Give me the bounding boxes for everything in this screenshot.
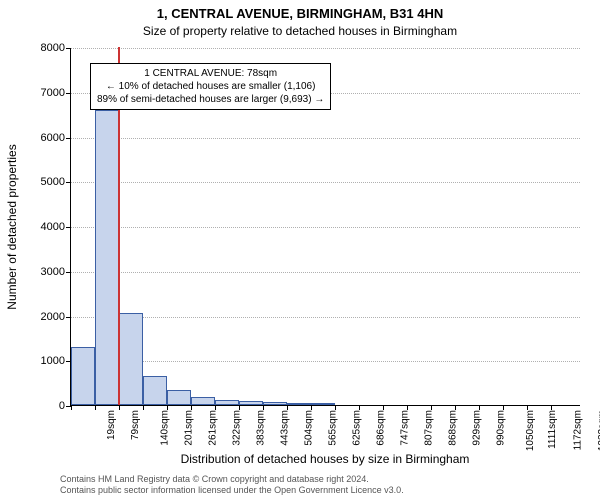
xtick-label: 868sqm bbox=[448, 410, 459, 446]
ytick-mark bbox=[66, 227, 71, 228]
annotation-line2: ← 10% of detached houses are smaller (1,… bbox=[97, 80, 324, 93]
xtick-label: 1172sqm bbox=[572, 410, 583, 450]
xtick-label: 322sqm bbox=[232, 410, 243, 446]
ytick-label: 0 bbox=[15, 400, 65, 412]
ytick-mark bbox=[66, 182, 71, 183]
ytick-mark bbox=[66, 48, 71, 49]
ytick-label: 3000 bbox=[15, 266, 65, 278]
credits-line1: Contains HM Land Registry data © Crown c… bbox=[60, 474, 404, 485]
histogram-bar bbox=[95, 110, 119, 405]
histogram-bar bbox=[287, 403, 311, 405]
histogram-bar bbox=[71, 347, 95, 405]
ytick-label: 6000 bbox=[15, 132, 65, 144]
xtick-mark bbox=[71, 405, 72, 410]
ytick-mark bbox=[66, 317, 71, 318]
ytick-label: 2000 bbox=[15, 311, 65, 323]
annotation-box: 1 CENTRAL AVENUE: 78sqm ← 10% of detache… bbox=[90, 63, 331, 110]
x-axis-label: Distribution of detached houses by size … bbox=[70, 452, 580, 466]
xtick-label: 747sqm bbox=[400, 410, 411, 446]
annotation-line3: 89% of semi-detached houses are larger (… bbox=[97, 93, 324, 106]
annotation-line1: 1 CENTRAL AVENUE: 78sqm bbox=[97, 67, 324, 80]
ytick-label: 1000 bbox=[15, 355, 65, 367]
ytick-label: 7000 bbox=[15, 87, 65, 99]
gridline bbox=[71, 361, 580, 362]
xtick-mark bbox=[95, 405, 96, 410]
chart-container: 1, CENTRAL AVENUE, BIRMINGHAM, B31 4HN S… bbox=[0, 0, 600, 500]
ytick-label: 4000 bbox=[15, 221, 65, 233]
histogram-bar bbox=[119, 313, 143, 405]
xtick-label: 807sqm bbox=[424, 410, 435, 446]
xtick-label: 140sqm bbox=[160, 410, 171, 446]
histogram-bar bbox=[311, 403, 335, 405]
xtick-mark bbox=[143, 405, 144, 410]
xtick-label: 1111sqm bbox=[547, 410, 558, 449]
xtick-label: 201sqm bbox=[184, 410, 195, 446]
gridline bbox=[71, 317, 580, 318]
histogram-bar bbox=[143, 376, 167, 405]
xtick-label: 504sqm bbox=[304, 410, 315, 446]
ytick-label: 8000 bbox=[15, 42, 65, 54]
credits: Contains HM Land Registry data © Crown c… bbox=[60, 474, 404, 496]
xtick-label: 383sqm bbox=[256, 410, 267, 446]
ytick-label: 5000 bbox=[15, 176, 65, 188]
xtick-label: 990sqm bbox=[496, 410, 507, 446]
xtick-label: 443sqm bbox=[280, 410, 291, 446]
xtick-label: 686sqm bbox=[376, 410, 387, 446]
histogram-bar bbox=[239, 401, 263, 405]
chart-title-main: 1, CENTRAL AVENUE, BIRMINGHAM, B31 4HN bbox=[0, 6, 600, 21]
credits-line2: Contains public sector information licen… bbox=[60, 485, 404, 496]
xtick-label: 79sqm bbox=[130, 410, 141, 440]
xtick-label: 929sqm bbox=[472, 410, 483, 446]
chart-title-sub: Size of property relative to detached ho… bbox=[0, 24, 600, 38]
histogram-bar bbox=[215, 400, 239, 405]
gridline bbox=[71, 182, 580, 183]
histogram-bar bbox=[167, 390, 191, 405]
xtick-label: 565sqm bbox=[328, 410, 339, 446]
gridline bbox=[71, 138, 580, 139]
xtick-mark bbox=[119, 405, 120, 410]
histogram-bar bbox=[263, 402, 287, 405]
histogram-bar bbox=[191, 397, 215, 405]
gridline bbox=[71, 227, 580, 228]
gridline bbox=[71, 272, 580, 273]
ytick-mark bbox=[66, 93, 71, 94]
xtick-label: 1050sqm bbox=[525, 410, 536, 451]
xtick-label: 19sqm bbox=[106, 410, 117, 440]
gridline bbox=[71, 48, 580, 49]
xtick-label: 261sqm bbox=[208, 410, 219, 446]
xtick-label: 625sqm bbox=[352, 410, 363, 446]
ytick-mark bbox=[66, 272, 71, 273]
ytick-mark bbox=[66, 138, 71, 139]
